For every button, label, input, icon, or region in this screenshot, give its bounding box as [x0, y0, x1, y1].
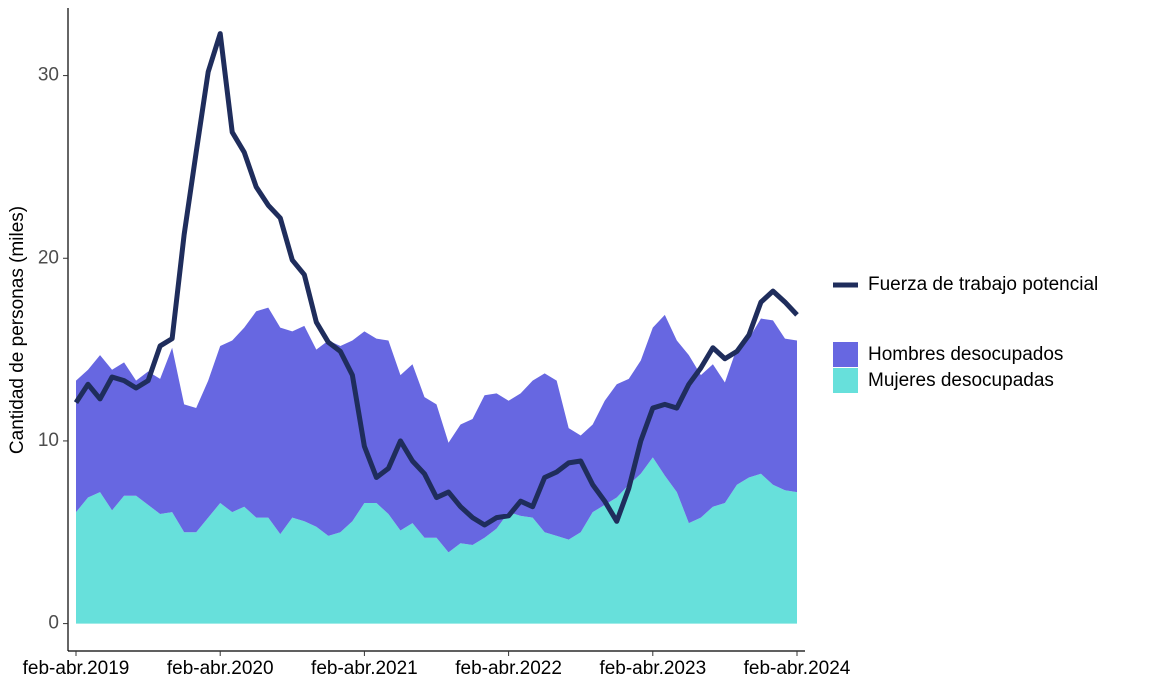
line — [73, 31, 799, 528]
legend-swatch — [833, 342, 858, 367]
legend-label: Hombres desocupados — [868, 344, 1063, 365]
x-tick-label: feb-abr.2019 — [23, 658, 130, 679]
y-axis-label: Cantidad de personas (miles) — [7, 206, 28, 454]
legend-label: Fuerza de trabajo potencial — [868, 274, 1098, 295]
legend-swatch — [833, 368, 858, 393]
area — [76, 457, 797, 624]
y-tick-label: 0 — [48, 613, 59, 634]
area — [76, 307, 797, 553]
y-tick-label: 30 — [38, 65, 59, 86]
x-tick-label: feb-abr.2023 — [599, 658, 706, 679]
x-tick-label: feb-abr.2020 — [167, 658, 274, 679]
legend-label: Mujeres desocupadas — [868, 370, 1054, 391]
x-tick-label: feb-abr.2021 — [311, 658, 418, 679]
y-tick-label: 10 — [38, 430, 59, 451]
x-tick-label: feb-abr.2024 — [744, 658, 851, 679]
x-tick-label: feb-abr.2022 — [455, 658, 562, 679]
y-tick-label: 20 — [38, 247, 59, 268]
